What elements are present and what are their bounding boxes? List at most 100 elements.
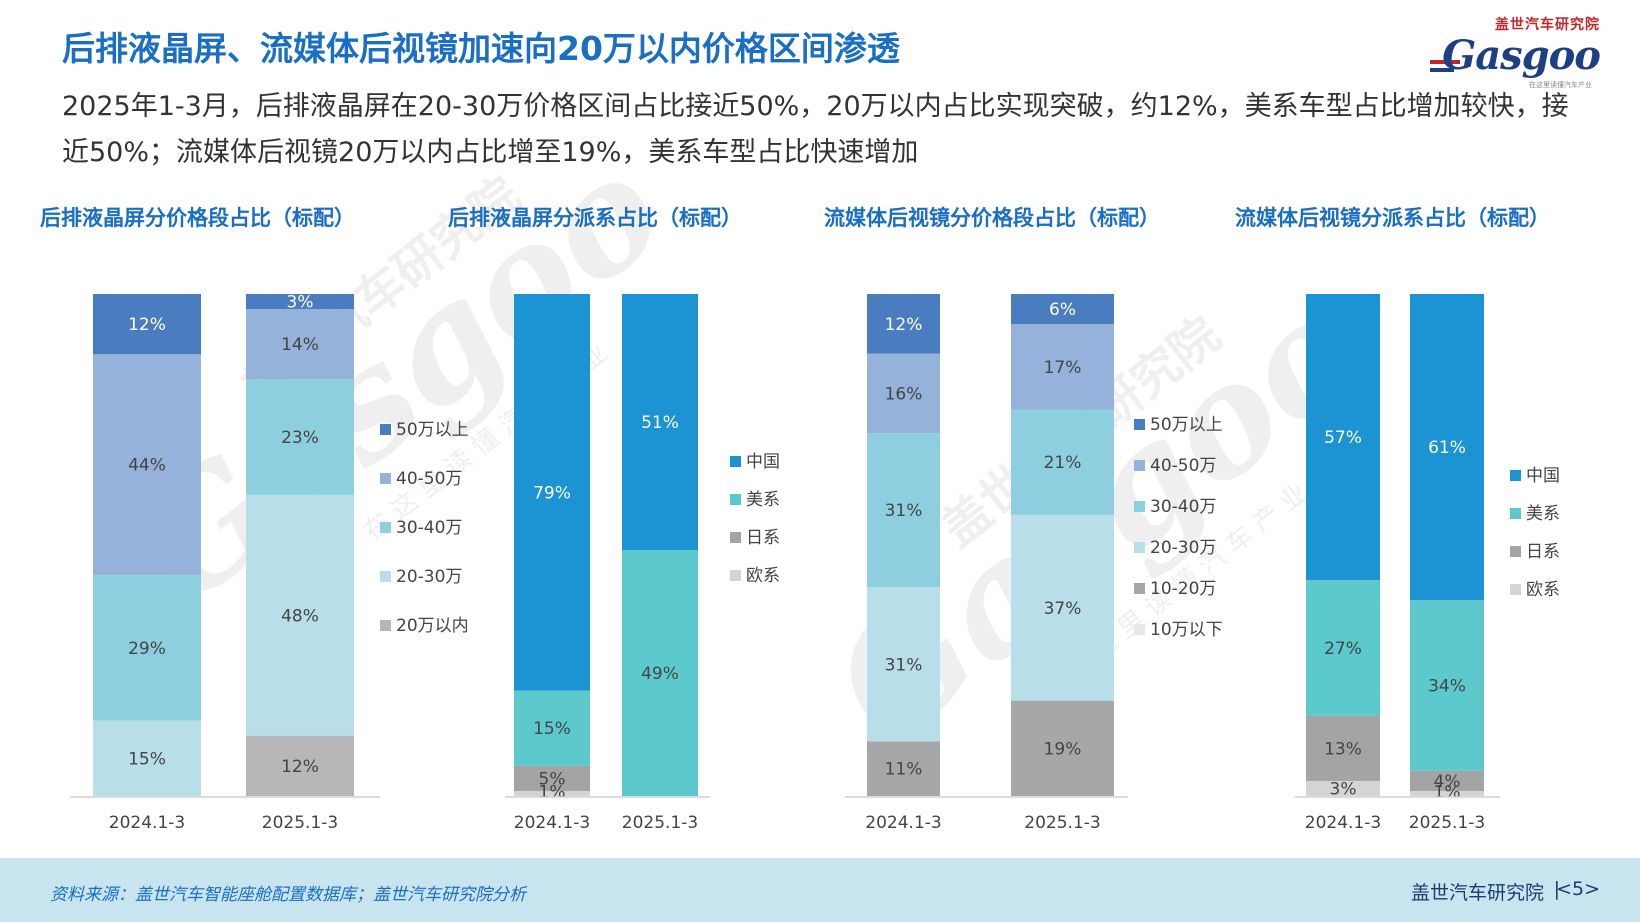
- bar-segment: [1410, 770, 1484, 791]
- data-label: 17%: [1044, 358, 1082, 378]
- legend-label: 30-40万: [1150, 497, 1216, 517]
- bar-segment: [93, 575, 201, 721]
- footer-separator: |: [1553, 878, 1560, 900]
- legend-swatch: [1510, 546, 1521, 557]
- data-label: 4%: [1434, 772, 1461, 792]
- logo-tagline: 在这里读懂汽车产业: [1529, 81, 1592, 89]
- legend-swatch: [1134, 419, 1145, 430]
- logo-stripe-red: [1430, 60, 1460, 64]
- source-note: 资料来源：盖世汽车智能座舱配置数据库；盖世汽车研究院分析: [50, 885, 526, 905]
- category-label: 2025.1-3: [1409, 813, 1485, 833]
- logo-brand-text: Gasgoo: [1442, 32, 1601, 79]
- legend-label: 10-20万: [1150, 579, 1216, 599]
- bar-segment: [93, 294, 201, 355]
- gasgoo-logo: 盖世汽车研究院 Gasgoo 在这里读懂汽车产业: [1430, 14, 1601, 89]
- legend-swatch: [1134, 460, 1145, 471]
- legend-swatch: [730, 494, 741, 505]
- data-label: 51%: [641, 413, 679, 433]
- legend-label: 20-30万: [396, 567, 462, 587]
- bar-segment: [514, 690, 590, 766]
- bar-segment: [622, 294, 698, 551]
- footer-org: 盖世汽车研究院: [1410, 882, 1544, 904]
- data-label: 12%: [281, 757, 319, 777]
- legend-label: 50万以上: [396, 420, 469, 440]
- data-label: 21%: [1044, 453, 1082, 473]
- data-label: 6%: [1049, 300, 1076, 320]
- legend-swatch: [380, 424, 391, 435]
- category-label: 2024.1-3: [514, 813, 590, 833]
- data-label: 12%: [128, 315, 166, 335]
- bar-segment: [246, 379, 354, 495]
- bar-segment: [1011, 409, 1114, 515]
- bar-segment: [246, 294, 354, 310]
- legend-label: 20-30万: [1150, 538, 1216, 558]
- bar-segment: [514, 790, 590, 796]
- bar-segment: [1306, 580, 1380, 716]
- legend-label: 40-50万: [1150, 456, 1216, 476]
- bar-segment: [1306, 294, 1380, 581]
- data-label: 31%: [885, 655, 923, 675]
- legend-label: 美系: [1526, 504, 1560, 524]
- data-label: 15%: [128, 749, 166, 769]
- legend-swatch: [1510, 470, 1521, 481]
- data-label: 61%: [1428, 438, 1466, 458]
- legend-swatch: [380, 522, 391, 533]
- legend-swatch: [1134, 583, 1145, 594]
- bar-segment: [1011, 324, 1114, 410]
- legend-label: 10万以下: [1150, 620, 1223, 640]
- page-number: <5>: [1556, 878, 1600, 900]
- page-title: 后排液晶屏、流媒体后视镜加速向20万以内价格区间渗透: [62, 29, 900, 68]
- bar-segment: [93, 720, 201, 796]
- data-label: 34%: [1428, 677, 1466, 697]
- bar-segment: [93, 354, 201, 576]
- legend-label: 中国: [1526, 466, 1560, 486]
- legend-swatch: [380, 620, 391, 631]
- bar-segment: [514, 765, 590, 791]
- category-label: 2024.1-3: [109, 813, 185, 833]
- data-label: 48%: [281, 606, 319, 626]
- bar-segment: [867, 741, 940, 796]
- bar-segment: [1306, 715, 1380, 781]
- bar-segment: [1410, 600, 1484, 771]
- logo-stripe-blue: [1430, 68, 1454, 72]
- data-label: 37%: [1044, 599, 1082, 619]
- legend-swatch: [1510, 508, 1521, 519]
- data-label: 11%: [885, 760, 923, 780]
- category-label: 2024.1-3: [865, 813, 941, 833]
- bar-segment: [867, 587, 940, 742]
- category-label: 2025.1-3: [1024, 813, 1100, 833]
- chart-title-rear-screen-price: 后排液晶屏分价格段占比（标配）: [40, 206, 355, 230]
- data-label: 12%: [885, 315, 923, 335]
- bar-segment: [1011, 294, 1114, 325]
- legend-swatch: [380, 473, 391, 484]
- category-label: 2025.1-3: [622, 813, 698, 833]
- chart-title-rear-screen-origin: 后排液晶屏分派系占比（标配）: [448, 206, 742, 230]
- legend-label: 日系: [746, 528, 780, 548]
- bar-segment: [1410, 790, 1484, 796]
- stacked-bar-chart-4: 3%13%27%57%2024.1-31%4%34%61%2025.1-3中国美…: [1295, 294, 1560, 833]
- legend-label: 欧系: [1526, 580, 1560, 600]
- legend-swatch: [1134, 501, 1145, 512]
- footer-bar: 资料来源：盖世汽车智能座舱配置数据库；盖世汽车研究院分析 盖世汽车研究院 | <…: [0, 858, 1640, 922]
- legend-swatch: [1134, 624, 1145, 635]
- legend-label: 欧系: [746, 566, 780, 586]
- bar-segment: [867, 353, 940, 434]
- data-label: 23%: [281, 428, 319, 448]
- bar-segment: [246, 735, 354, 796]
- legend-swatch: [730, 570, 741, 581]
- legend-swatch: [1510, 584, 1521, 595]
- data-label: 31%: [885, 501, 923, 521]
- bar-segment: [1011, 514, 1114, 701]
- data-label: 57%: [1324, 428, 1362, 448]
- data-label: 19%: [1044, 739, 1082, 759]
- bar-segment: [246, 309, 354, 380]
- bar-segment: [1306, 780, 1380, 796]
- legend-label: 30-40万: [396, 518, 462, 538]
- data-label: 14%: [281, 335, 319, 355]
- data-label: 29%: [128, 639, 166, 659]
- data-label: 15%: [533, 719, 571, 739]
- bar-segment: [622, 550, 698, 796]
- category-label: 2024.1-3: [1305, 813, 1381, 833]
- stacked-bar-chart-1: 15% 29% 44% 12% 2024.1-3 12% 48% 23% 14% 3% 2025.1…: [70, 293, 469, 833]
